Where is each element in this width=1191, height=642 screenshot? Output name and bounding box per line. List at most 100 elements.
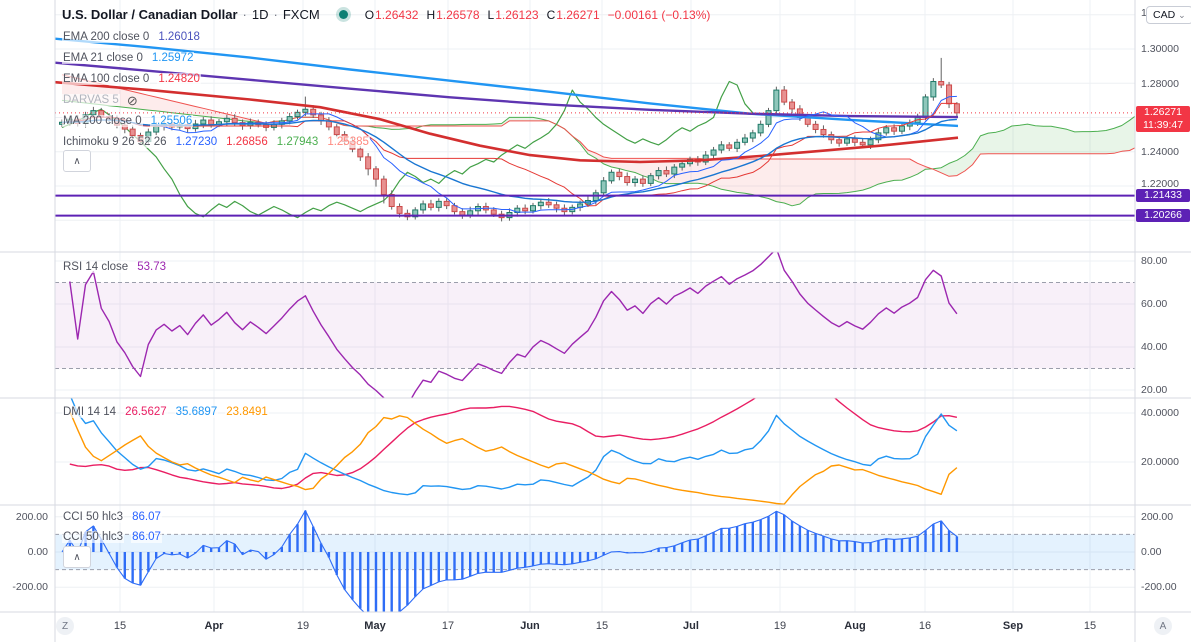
separator: · bbox=[273, 7, 278, 22]
price-tick-label: 1.30000 bbox=[1141, 43, 1179, 55]
time-tick-label: 19 bbox=[773, 620, 787, 632]
indicator-row-dmi[interactable]: DMI 14 14 26.5627 35.6897 23.8491 bbox=[62, 404, 269, 420]
cci-tick-label: -200.00 bbox=[12, 581, 48, 594]
currency-selector-button[interactable]: CAD ⌄ bbox=[1146, 6, 1191, 24]
timezone-label: Z bbox=[61, 620, 69, 632]
exchange-label: FXCM bbox=[282, 7, 320, 22]
time-tick-label: 19 bbox=[296, 620, 310, 632]
bar-countdown: 11:39:47 bbox=[1142, 119, 1184, 131]
cci-tick-label: -200.00 bbox=[1141, 581, 1177, 594]
chart-legend-header[interactable]: U.S. Dollar / Canadian Dollar · 1D · FXC… bbox=[62, 7, 710, 22]
indicator-value: 1.25972 bbox=[150, 52, 195, 64]
open-label: O bbox=[364, 7, 375, 22]
indicator-value: 1.26018 bbox=[157, 31, 201, 43]
change-value: −0.00161 (−0.13%) bbox=[607, 7, 711, 22]
time-tick-label: 17 bbox=[441, 620, 455, 632]
time-tick-label: 15 bbox=[113, 620, 127, 632]
indicator-value: 26.5627 bbox=[124, 406, 168, 418]
indicator-name: EMA 200 close 0 bbox=[62, 31, 151, 43]
current-price-value: 1.26271 bbox=[1144, 106, 1182, 118]
indicator-name: CCI 50 hlc3 bbox=[62, 511, 125, 523]
timezone-button[interactable]: Z bbox=[56, 617, 74, 635]
cci-tick-label: 200.00 bbox=[1141, 510, 1174, 523]
cci-tick-label: 0.00 bbox=[27, 546, 48, 558]
indicator-value: 1.27943 bbox=[275, 136, 320, 148]
indicator-name: Ichimoku 9 26 52 26 bbox=[62, 136, 168, 148]
indicator-row-cci-1[interactable]: CCI 50 hlc3 86.07 bbox=[62, 509, 162, 525]
indicator-row-rsi[interactable]: RSI 14 close 53.73 bbox=[62, 259, 167, 275]
separator: · bbox=[242, 7, 247, 22]
price-tick-label: 1.24000 bbox=[1141, 146, 1179, 158]
rsi-tick-label: 60.00 bbox=[1141, 298, 1168, 310]
time-tick-label: 15 bbox=[595, 620, 609, 632]
indicator-row-ema21[interactable]: EMA 21 close 0 1.25972 bbox=[62, 50, 195, 66]
time-tick-label: May bbox=[364, 620, 386, 632]
time-tick-label: Apr bbox=[204, 620, 224, 632]
chevron-up-icon: ∧ bbox=[73, 551, 81, 563]
level-value: 1.21433 bbox=[1144, 189, 1182, 201]
chevron-up-icon: ∧ bbox=[73, 155, 81, 167]
time-tick-label: Jun bbox=[520, 620, 540, 632]
high-label: H bbox=[426, 7, 436, 22]
time-tick-label: Jul bbox=[683, 620, 699, 632]
auto-scale-label: A bbox=[1159, 620, 1167, 632]
visibility-off-icon[interactable]: ⊘ bbox=[126, 92, 138, 108]
rsi-tick-label: 40.00 bbox=[1141, 341, 1168, 353]
caret-down-icon: ⌄ bbox=[1178, 9, 1186, 20]
high-value: 1.26578 bbox=[436, 7, 480, 22]
time-tick-label: 16 bbox=[918, 620, 932, 632]
collapse-panel-button[interactable]: ∧ bbox=[63, 546, 91, 568]
ohlc-values: O 1.26432 H 1.26578 L 1.26123 C 1.26271 −0.0… bbox=[365, 8, 711, 22]
indicator-row-ma200[interactable]: MA 200 close 0 1.25506 bbox=[62, 113, 194, 129]
rsi-tick-label: 80.00 bbox=[1141, 255, 1168, 267]
indicator-row-darvas[interactable]: DARVAS 5 ⊘ bbox=[62, 92, 138, 108]
level-value: 1.20266 bbox=[1144, 209, 1182, 221]
indicator-row-ichimoku[interactable]: Ichimoku 9 26 52 26 1.27230 1.26856 1.27… bbox=[62, 134, 370, 150]
price-level-badge: 1.21433 bbox=[1136, 189, 1190, 202]
market-status-icon bbox=[338, 10, 348, 19]
indicator-row-ema100[interactable]: EMA 100 close 0 1.24820 bbox=[62, 71, 201, 87]
close-value: 1.26271 bbox=[556, 7, 600, 22]
close-label: C bbox=[546, 7, 556, 22]
indicator-name: EMA 100 close 0 bbox=[62, 73, 151, 85]
price-level-badge: 1.20266 bbox=[1136, 209, 1190, 222]
indicator-value: 53.73 bbox=[136, 261, 167, 273]
price-tick-label: 1.22000 bbox=[1141, 178, 1179, 190]
indicator-name: MA 200 close 0 bbox=[62, 115, 143, 127]
dmi-tick-label: 40.0000 bbox=[1141, 407, 1179, 419]
indicator-row-ema200[interactable]: EMA 200 close 0 1.26018 bbox=[62, 29, 201, 45]
symbol-title: U.S. Dollar / Canadian Dollar bbox=[62, 7, 238, 22]
indicator-value: 1.27230 bbox=[174, 136, 219, 148]
open-value: 1.26432 bbox=[375, 7, 419, 22]
indicator-name: DMI 14 14 bbox=[62, 406, 118, 418]
indicator-name: DARVAS 5 bbox=[62, 94, 120, 106]
indicator-row-cci-2[interactable]: CCI 50 hlc3 86.07 bbox=[62, 529, 162, 545]
time-tick-label: Sep bbox=[1002, 620, 1024, 632]
indicator-value: 86.07 bbox=[131, 511, 162, 523]
price-tick-label: 1.28000 bbox=[1141, 78, 1179, 90]
low-label: L bbox=[487, 7, 495, 22]
cci-tick-label: 200.00 bbox=[15, 510, 48, 523]
indicator-value: 1.26856 bbox=[225, 136, 269, 148]
collapse-panel-button[interactable]: ∧ bbox=[63, 150, 91, 172]
indicator-value: 86.07 bbox=[131, 531, 162, 543]
cci-tick-label: 0.00 bbox=[1141, 546, 1162, 558]
rsi-tick-label: 20.00 bbox=[1141, 384, 1168, 396]
time-tick-label: Aug bbox=[844, 620, 866, 632]
low-value: 1.26123 bbox=[495, 7, 539, 22]
indicator-name: RSI 14 close bbox=[62, 261, 130, 273]
indicator-value: 35.6897 bbox=[174, 406, 219, 418]
indicator-value: 23.8491 bbox=[225, 406, 269, 418]
price-tick-label: 1 bbox=[1141, 7, 1147, 19]
indicator-value: 1.25506 bbox=[149, 115, 194, 127]
dmi-tick-label: 20.0000 bbox=[1141, 456, 1179, 468]
indicator-value: 1.24820 bbox=[157, 73, 201, 85]
currency-label: CAD bbox=[1153, 9, 1176, 21]
indicator-value: 1.25385 bbox=[326, 136, 370, 148]
interval-label: 1D bbox=[251, 7, 269, 22]
current-price-badge: 1.26271 11:39:47 bbox=[1136, 106, 1190, 132]
auto-scale-button[interactable]: A bbox=[1154, 617, 1172, 635]
time-tick-label: 15 bbox=[1083, 620, 1097, 632]
